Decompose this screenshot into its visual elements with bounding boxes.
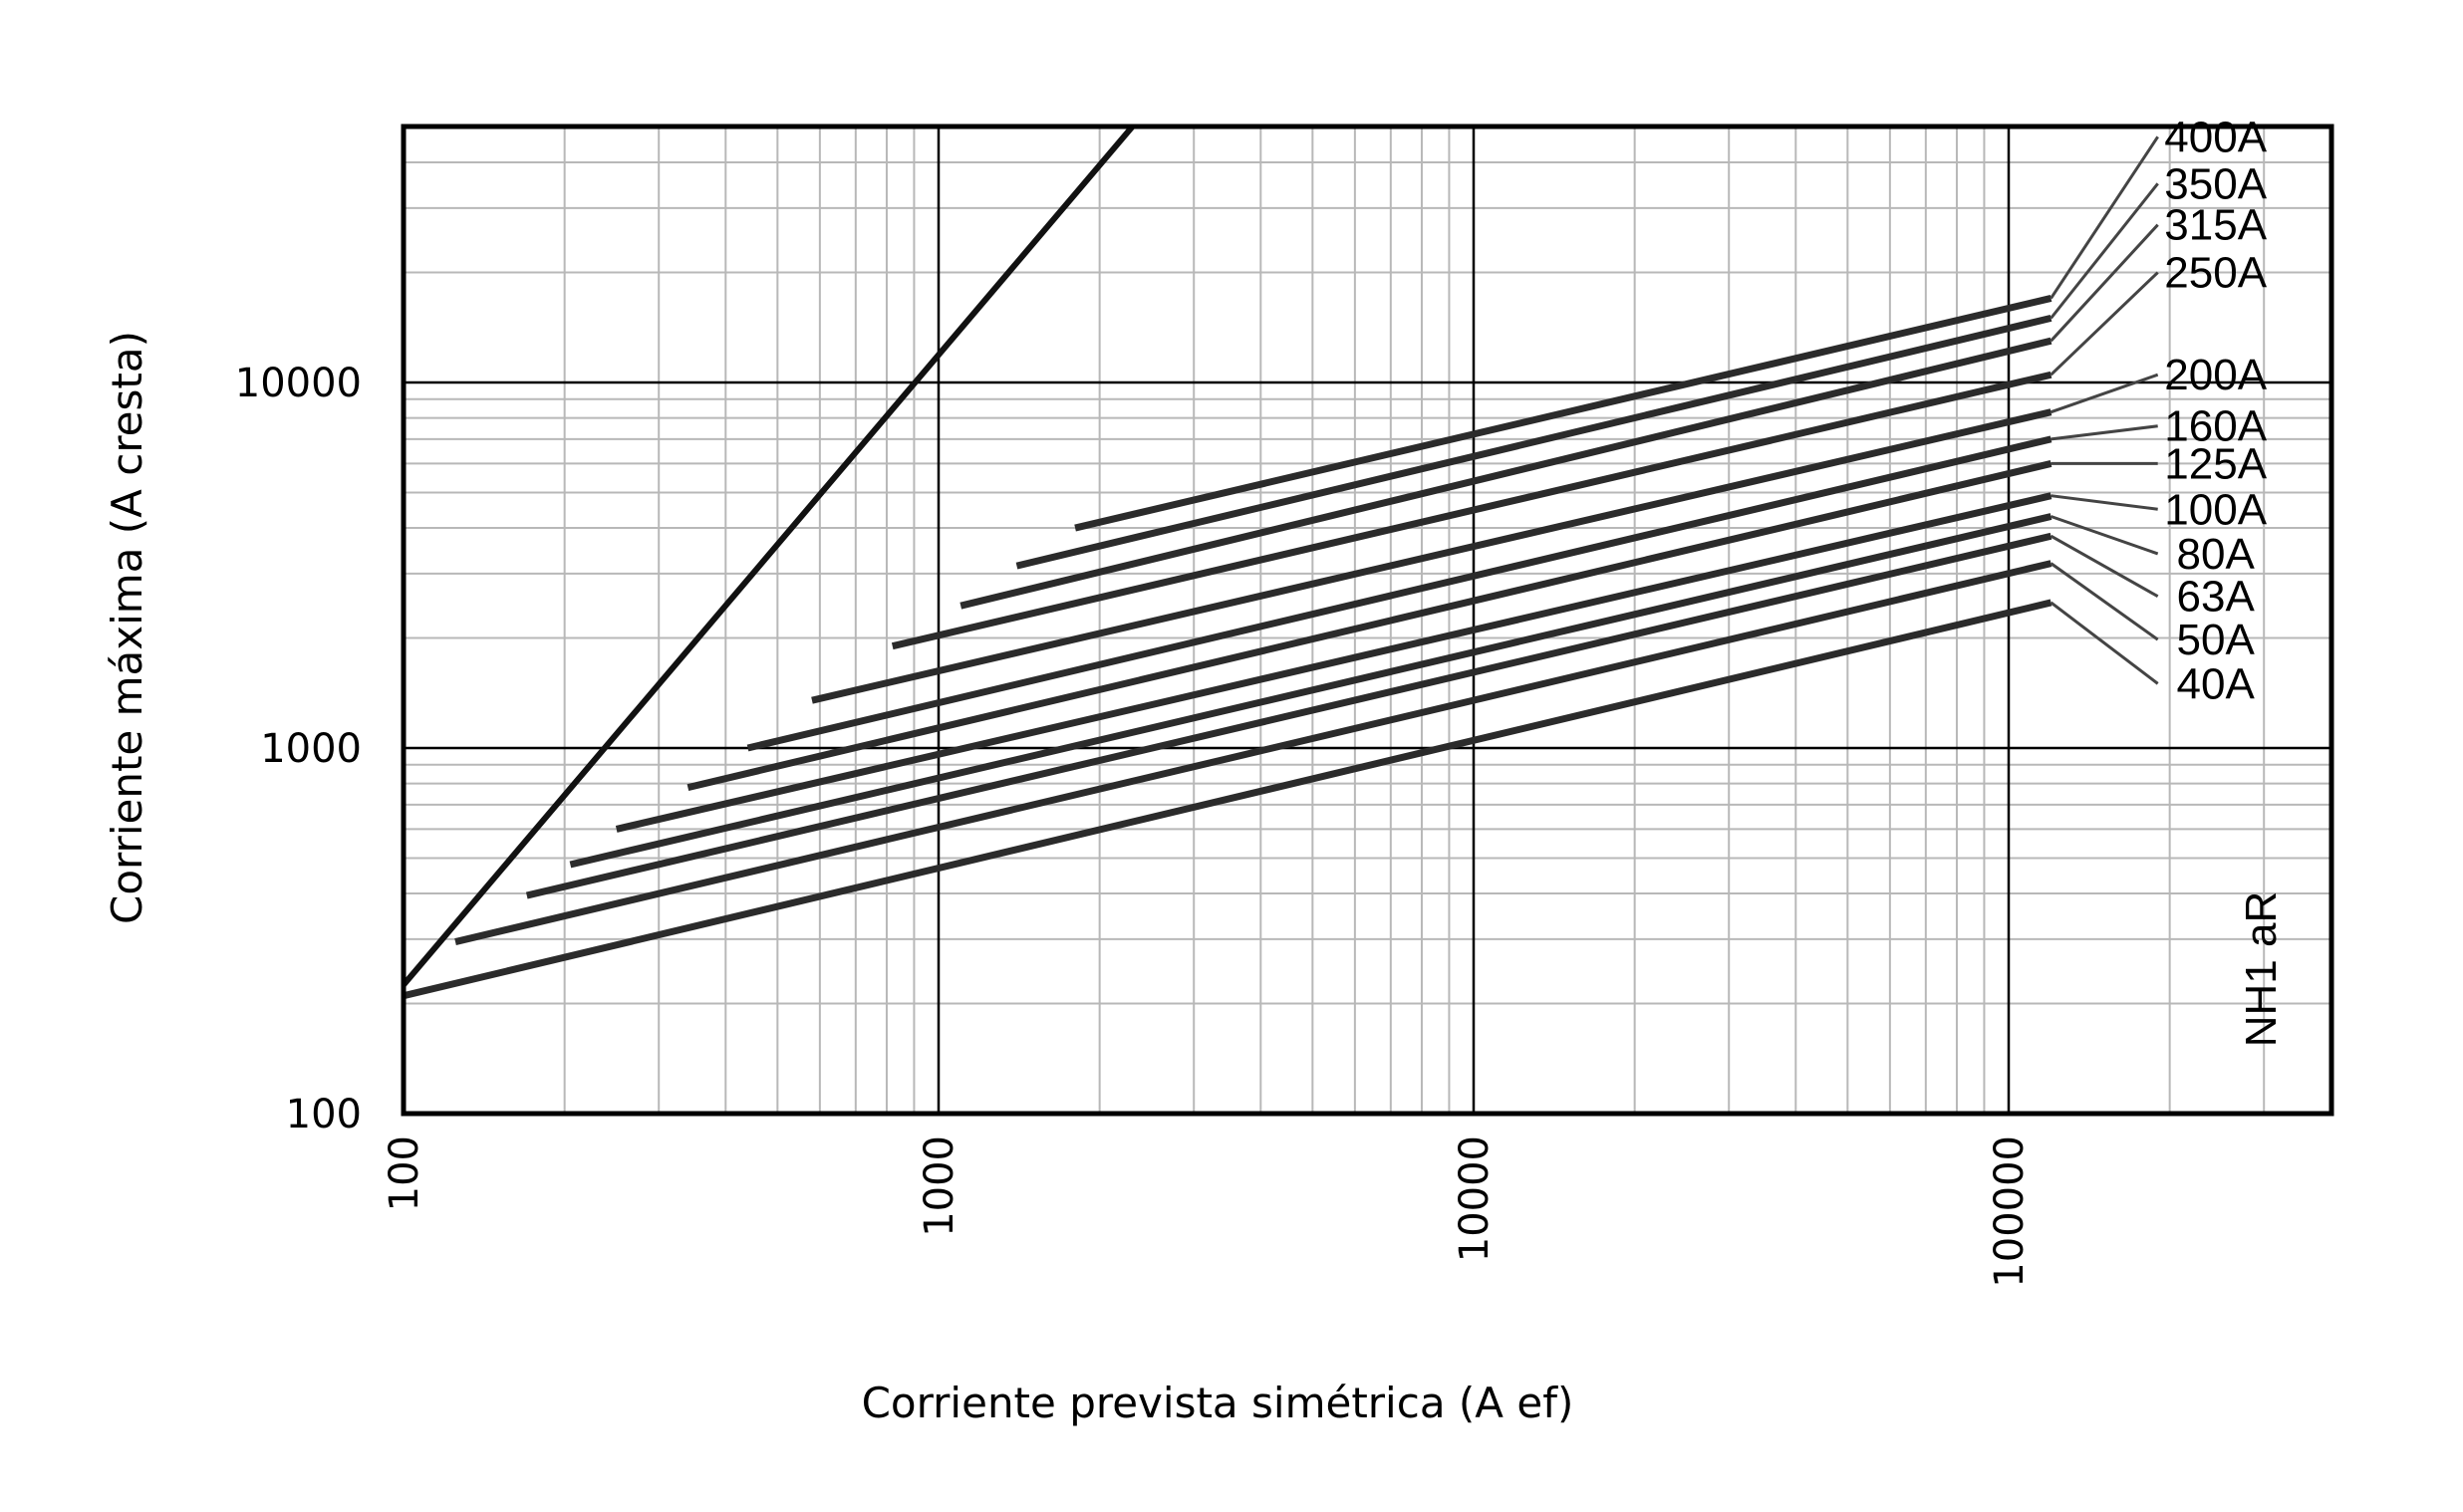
leader-line-80A: [2051, 515, 2159, 556]
series-line-250A: [891, 371, 2052, 650]
series-line-350A: [1015, 314, 2052, 570]
series-label-40A: 40A: [2177, 659, 2256, 708]
x-tick-labels: 100 1000 10000 100000: [382, 1135, 2033, 1288]
series-line-100A: [615, 492, 2052, 833]
leader-line-200A: [2051, 373, 2159, 414]
series-layer: [404, 126, 2052, 1000]
leader-line-250A: [2050, 271, 2159, 377]
series-line-80A: [569, 513, 2052, 869]
y-tick-labels: 100 1000 10000: [235, 361, 362, 1137]
leader-layer: [2050, 135, 2159, 685]
leader-line-160A: [2051, 424, 2158, 441]
x-tick-label: 10000: [1452, 1135, 1498, 1262]
y-tick-label: 10000: [235, 361, 362, 406]
y-tick-label: 100: [286, 1092, 362, 1137]
leader-line-40A: [2050, 601, 2159, 685]
series-label-125A: 125A: [2164, 439, 2267, 488]
leader-line-100A: [2051, 494, 2158, 511]
series-label-315A: 315A: [2164, 201, 2267, 250]
series-label-350A: 350A: [2164, 159, 2267, 208]
series-label-80A: 80A: [2177, 530, 2256, 579]
x-tick-label: 100000: [1987, 1135, 2033, 1288]
plot-frame: [401, 124, 2334, 1117]
series-line-125A: [686, 460, 2052, 792]
series-label-50A: 50A: [2177, 616, 2256, 664]
series-line-400A: [1074, 295, 2052, 532]
leader-line-50A: [2050, 562, 2159, 641]
series-label-200A: 200A: [2164, 351, 2267, 399]
series-line-315A: [959, 337, 2052, 610]
y-tick-label: 1000: [260, 726, 362, 772]
series-label-100A: 100A: [2164, 485, 2267, 534]
series-label-63A: 63A: [2177, 573, 2256, 622]
series-label-250A: 250A: [2164, 249, 2267, 298]
series-line-50A: [454, 560, 2052, 945]
leader-line-350A: [2050, 182, 2159, 320]
series-label-160A: 160A: [2164, 402, 2267, 451]
grid-minor: [404, 126, 2331, 1114]
envelope-curve: [404, 126, 1135, 987]
x-tick-label: 100: [382, 1135, 427, 1211]
leader-line-400A: [2050, 135, 2159, 300]
leader-line-63A: [2050, 534, 2159, 599]
y-axis-title: Corriente máxima (A cresta): [103, 331, 151, 924]
x-axis-title: Corriente prevista simétrica (A ef): [862, 1379, 1574, 1427]
series-line-63A: [525, 532, 2052, 899]
grid-major: [402, 126, 2331, 1116]
series-line-200A: [811, 408, 2052, 704]
leader-line-315A: [2050, 223, 2159, 343]
series-label-400A: 400A: [2164, 113, 2267, 161]
series-line-40A: [404, 599, 2052, 1000]
fuse-type-label: NH1 aR: [2237, 891, 2286, 1048]
series-line-160A: [746, 435, 2052, 752]
x-tick-label: 1000: [917, 1135, 962, 1237]
